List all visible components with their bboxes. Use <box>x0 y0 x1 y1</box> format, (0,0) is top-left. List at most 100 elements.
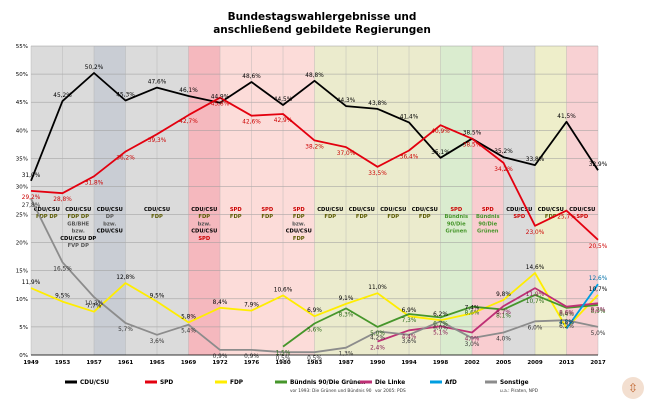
data-label: 16,5% <box>53 266 72 272</box>
y-tick-label: 30% <box>16 184 28 190</box>
government-label: CDU/CSU <box>34 207 60 213</box>
government-band <box>409 46 441 355</box>
government-label: CDU/CSU <box>317 207 343 213</box>
x-tick-label: 2013 <box>559 360 574 366</box>
data-label: 9,5% <box>150 294 165 300</box>
data-label: 3,6% <box>402 339 417 345</box>
government-label: FDP <box>293 236 305 242</box>
data-label: 28,8% <box>53 197 72 203</box>
data-label: 42,6% <box>242 120 261 126</box>
data-label: 6,9% <box>402 308 417 314</box>
legend-label: CDU/CSU <box>80 380 109 386</box>
data-label: 10,3% <box>85 301 104 307</box>
logo-badge-icon: ⇳ <box>622 377 644 399</box>
data-label: 9,1% <box>339 296 354 302</box>
data-label: 11,0% <box>368 285 387 291</box>
data-label: 5,1% <box>433 330 448 336</box>
data-label: 5,8% <box>181 314 196 320</box>
data-label: 48,6% <box>242 74 261 80</box>
data-label: 48,8% <box>305 73 324 79</box>
data-label: 27,8% <box>22 203 41 209</box>
government-label: CDU/CSU <box>538 207 564 213</box>
chart-title-line-2: anschließend gebildete Regierungen <box>213 24 431 36</box>
government-label: GB/BHE <box>67 221 89 227</box>
x-tick-label: 1957 <box>86 360 101 366</box>
x-tick-label: 1965 <box>149 360 164 366</box>
government-label: CDU/CSU <box>506 207 532 213</box>
data-label: 5,7% <box>118 327 133 333</box>
data-label: 46,1% <box>179 88 198 94</box>
government-label: SPD <box>450 207 463 213</box>
government-label: FDP <box>230 214 242 220</box>
government-label: FDP <box>387 214 399 220</box>
data-label: 4,7% <box>559 321 574 327</box>
data-label: 11,9% <box>22 280 41 286</box>
x-tick-label: 1990 <box>370 360 385 366</box>
x-tick-label: 2009 <box>527 360 542 366</box>
data-label: 20,5% <box>589 244 608 250</box>
government-label: CDU/CSU <box>349 207 375 213</box>
x-tick-label: 1994 <box>401 360 416 366</box>
data-label: 23,0% <box>526 230 545 236</box>
x-tick-label: 1949 <box>23 360 38 366</box>
x-tick-label: 1969 <box>181 360 196 366</box>
series-line-spd <box>30 96 599 241</box>
government-label: CDU/CSU <box>191 229 217 235</box>
series-line-die-linke <box>377 287 599 343</box>
government-label: CDU/CSU DP <box>60 236 96 242</box>
data-label: 9,2% <box>591 307 606 313</box>
data-label: 40,9% <box>431 129 450 135</box>
data-label: 47,6% <box>148 80 167 86</box>
government-label: Bündnis <box>444 214 468 220</box>
government-band <box>220 46 252 355</box>
data-label: 8,9% <box>591 309 606 315</box>
data-label: 8,6% <box>465 311 480 317</box>
data-label: 8,6% <box>559 311 574 317</box>
government-label: FDP <box>324 214 336 220</box>
government-label: Grünen <box>446 229 468 235</box>
data-label: 1,5% <box>276 351 291 357</box>
data-label: 42,9% <box>274 118 293 124</box>
y-tick-label: 25% <box>16 213 28 219</box>
data-label: 45,8% <box>211 102 230 108</box>
government-label: DP <box>106 214 114 220</box>
data-label: 43,8% <box>368 101 387 107</box>
y-tick-label: 55% <box>16 44 28 50</box>
government-label: bzw. <box>198 221 211 227</box>
data-label: 38,5% <box>463 143 482 149</box>
government-label: CDU/CSU <box>191 207 217 213</box>
data-label: 29,2% <box>22 195 41 201</box>
government-bands <box>31 46 598 355</box>
government-label: SPD <box>482 207 495 213</box>
x-tick-label: 1961 <box>118 360 133 366</box>
legend-label: Die Linke <box>375 380 405 386</box>
legend-sublabel: vor 1993: Die Grünen und Bündnis 90 <box>290 388 372 394</box>
chart-title: Bundestagswahlergebnisse und anschließen… <box>213 11 431 36</box>
y-tick-label: 20% <box>16 241 28 247</box>
data-label: 45,2% <box>53 93 72 99</box>
government-label: bzw. <box>292 221 305 227</box>
data-label: 8,7% <box>496 310 511 316</box>
data-label: 6,9% <box>307 308 322 314</box>
data-label: 41,5% <box>557 114 576 120</box>
data-label: 7,7% <box>87 304 102 310</box>
government-label: SPD <box>198 236 211 242</box>
data-label: 0,9% <box>244 354 259 360</box>
y-tick-label: 45% <box>16 100 28 106</box>
government-label: bzw. <box>72 229 85 235</box>
government-label: Bündnis <box>476 214 500 220</box>
data-label: 37,0% <box>337 151 356 157</box>
government-label: FDP <box>356 214 368 220</box>
government-label: FDP <box>261 214 273 220</box>
government-label: CDU/CSU <box>412 207 438 213</box>
data-labels: 31,0% 45,2% 50,2% 45,3% 47,6% 46,1% 44,9% 48,6%… <box>22 65 608 362</box>
data-label: 33,5% <box>368 171 387 177</box>
data-label: 5,4% <box>181 329 196 335</box>
x-tick-label: 1953 <box>55 360 70 366</box>
data-label: 36,2% <box>116 156 135 162</box>
x-tick-label: 2002 <box>464 360 479 366</box>
data-label: 25,7% <box>557 215 576 221</box>
data-label: 4,0% <box>496 337 511 343</box>
government-label: SPD <box>230 207 243 213</box>
